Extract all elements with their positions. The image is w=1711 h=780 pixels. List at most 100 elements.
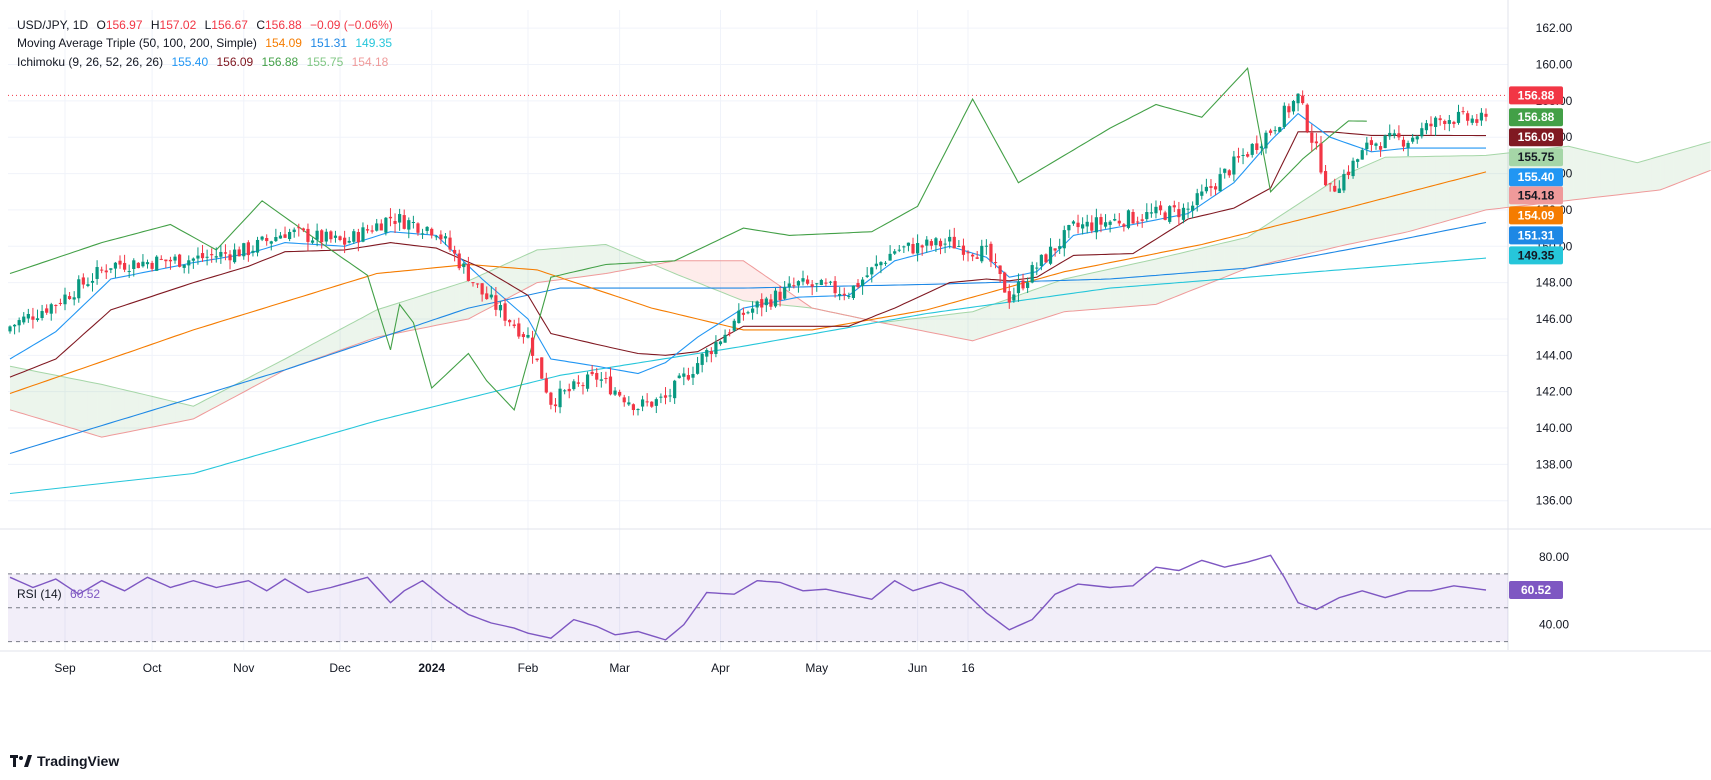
candle-body (1475, 119, 1479, 123)
cloud-segment (1701, 143, 1707, 174)
cloud-segment (546, 248, 551, 282)
candle (1090, 215, 1094, 234)
candle (1424, 119, 1429, 135)
cloud-segment (202, 399, 208, 415)
cloud-segment (69, 378, 75, 429)
time-tick-label: Oct (143, 661, 162, 675)
candle (677, 373, 681, 379)
cloud-segment (949, 313, 955, 338)
candle-body (1113, 218, 1117, 221)
candle-body (686, 375, 691, 380)
ma-legend[interactable]: Moving Average Triple (50, 100, 200, Sim… (17, 36, 397, 50)
candle-body (1369, 140, 1374, 145)
candle (1108, 220, 1112, 233)
ma50-line (9, 171, 1487, 395)
candle-body (677, 375, 681, 379)
cloud-segment (1004, 298, 1010, 331)
candle (549, 391, 553, 410)
ichimoku-cloud (9, 141, 1711, 438)
cloud-segment (417, 295, 423, 329)
candle-body (283, 234, 287, 238)
candle-body (1003, 272, 1007, 293)
price-axis[interactable]: 136.00 138.00 140.00 142.00 144.00 146.00 148.… (1509, 21, 1573, 508)
candle-body (411, 221, 415, 223)
rsi-legend[interactable]: RSI (14) 60.52 (17, 587, 105, 601)
candle (1016, 273, 1021, 302)
cloud-segment (404, 299, 409, 332)
candle (668, 388, 672, 403)
candle-body (136, 262, 140, 269)
candle-body (100, 269, 104, 271)
candle (952, 227, 956, 249)
candle (1475, 113, 1479, 126)
cloud-segment (537, 249, 542, 283)
candle-body (420, 233, 425, 235)
candle-body (1351, 160, 1355, 177)
candle-body (938, 240, 943, 247)
spanA-value: 155.75 (306, 55, 344, 69)
candle-body (494, 295, 498, 310)
candle-body (95, 267, 99, 279)
cloud-segment (1325, 183, 1331, 250)
candle (893, 249, 897, 256)
candle-body (1012, 294, 1016, 301)
candle (228, 250, 232, 270)
candle-body (388, 216, 393, 219)
candle (1195, 188, 1199, 212)
cloud-segment (615, 248, 620, 272)
candle-body (333, 235, 338, 238)
candle-body (182, 264, 186, 268)
ichimoku-label: Ichimoku (9, 26, 52, 26, 26) (17, 55, 164, 69)
candle-body (1268, 130, 1273, 133)
cloud-segment (1504, 152, 1509, 208)
time-axis[interactable]: Sep Oct Nov Dec 2024 Feb Mar Apr May Jun 16 (54, 661, 975, 675)
tradingview-logo[interactable]: TradingView (10, 753, 119, 769)
cloud-segment (225, 387, 231, 402)
candle (260, 235, 264, 242)
candle-body (196, 255, 200, 259)
cloud-segment (1673, 150, 1679, 185)
candle (1268, 128, 1273, 136)
cloud-segment (541, 249, 547, 283)
cloud-segment (1660, 154, 1665, 190)
candle (1479, 108, 1484, 126)
candle (297, 223, 301, 237)
candle-body (1076, 222, 1080, 228)
candle (760, 293, 764, 317)
candle-body (1227, 170, 1231, 176)
cloud-segment (463, 280, 469, 320)
cloud-segment (1563, 146, 1569, 201)
candle (1007, 284, 1011, 309)
cloud-segment (216, 392, 221, 407)
candle (86, 277, 90, 288)
candle (320, 229, 324, 249)
candle-body (1484, 113, 1488, 117)
candle (136, 262, 140, 269)
candle (1131, 209, 1135, 224)
candle-body (883, 262, 888, 264)
candle (773, 287, 778, 308)
candle (645, 393, 649, 407)
cloud-segment (1669, 152, 1674, 187)
cloud-segment (1435, 156, 1441, 225)
cloud-segment (1655, 156, 1661, 191)
cloud-segment (234, 382, 240, 397)
cloud-segment (1577, 148, 1583, 200)
candle-body (164, 259, 168, 262)
time-tick-label: Feb (518, 661, 539, 675)
cloud-segment (10, 366, 15, 412)
candle-body (989, 243, 993, 262)
candle (416, 222, 420, 236)
candle-body (356, 232, 360, 243)
candle-body (590, 371, 594, 375)
candle (1172, 200, 1176, 213)
cloud-segment (752, 267, 758, 303)
cloud-segment (106, 385, 111, 437)
candle (879, 261, 883, 274)
cloud-segment (1155, 257, 1161, 305)
candle-body (929, 241, 933, 246)
ichimoku-legend[interactable]: Ichimoku (9, 26, 52, 26, 26) 155.40 156.… (17, 55, 393, 69)
symbol-legend: USD/JPY, 1D O156.97 H157.02 L156.67 C156… (17, 18, 398, 32)
low-value: L156.67 (204, 18, 248, 32)
